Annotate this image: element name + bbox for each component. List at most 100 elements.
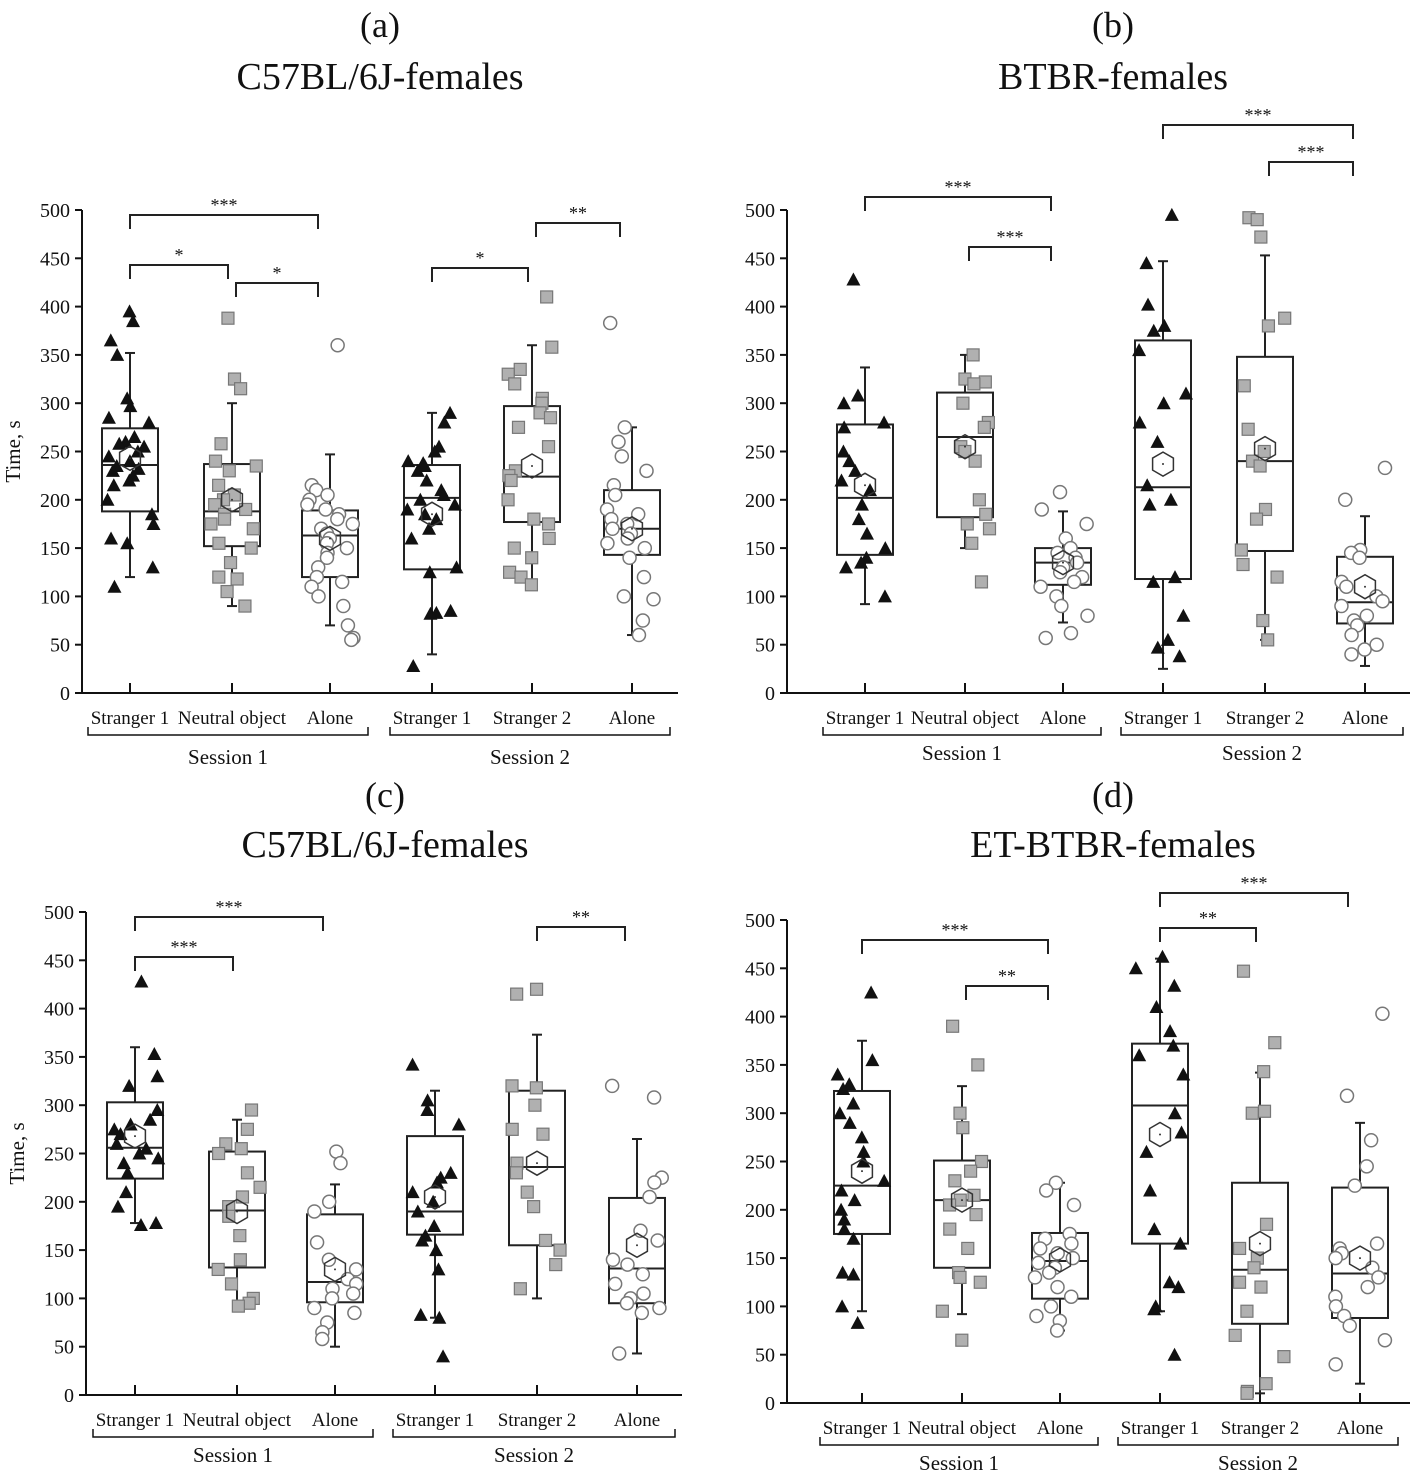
significance-label: * [175, 245, 184, 265]
session-bracket [1117, 1437, 1399, 1446]
data-point-square [960, 517, 974, 531]
data-point-triangle [836, 1082, 851, 1096]
x-category-label: Alone [1037, 1418, 1083, 1439]
mean-hexagon [225, 1198, 249, 1225]
data-point-circle [1352, 550, 1367, 566]
y-tick-label: 200 [745, 490, 775, 512]
y-tick-label: 400 [40, 297, 70, 319]
data-point-square [233, 1229, 247, 1243]
data-point-triangle [122, 473, 137, 487]
iqr-box [406, 1135, 464, 1236]
data-point-triangle [107, 1122, 122, 1136]
data-point-triangle [410, 1204, 425, 1218]
x-category-label: Stranger 2 [1226, 708, 1305, 729]
mean-hexagon [318, 525, 342, 552]
data-point-triangle [878, 541, 893, 555]
data-point-circle [1063, 625, 1079, 641]
data-point-square [974, 1154, 989, 1169]
mean-dot [329, 537, 331, 540]
x-category-label: Alone [1342, 708, 1388, 729]
box-alone: Alone [1027, 1175, 1089, 1439]
data-point-square [948, 1174, 962, 1188]
data-point-square [208, 454, 223, 468]
data-point-circle [1048, 1175, 1064, 1191]
data-point-circle [605, 1252, 621, 1268]
data-point-triangle [1166, 1038, 1181, 1052]
x-category-label: Stranger 1 [823, 1418, 902, 1439]
chart-title: BTBR-females [998, 56, 1228, 98]
significance-bracket [431, 267, 529, 282]
mean-hexagon [220, 486, 244, 513]
data-point-circle [1034, 502, 1050, 517]
data-point-triangle [404, 531, 419, 545]
data-point-triangle [1155, 949, 1170, 963]
y-tick-label: 50 [755, 635, 775, 657]
data-point-triangle [119, 1185, 134, 1199]
data-point-square [211, 1262, 225, 1277]
x-category-label: Alone [609, 708, 655, 729]
data-point-triangle [1139, 256, 1154, 270]
mean-hexagon [1253, 435, 1277, 462]
x-category-label: Alone [614, 1410, 660, 1431]
data-point-triangle [1176, 1067, 1191, 1081]
data-point-circle [1344, 627, 1359, 643]
y-tick-label: 300 [745, 1103, 775, 1125]
data-point-circle [1063, 1289, 1079, 1304]
box-stranger-2: Stranger 2 [493, 290, 571, 729]
significance-bracket [1159, 927, 1257, 942]
data-point-square [955, 1333, 969, 1347]
x-category-label: Stranger 1 [91, 708, 170, 729]
iqr-box [101, 427, 159, 513]
data-point-triangle [413, 492, 428, 506]
data-point-square [538, 1233, 553, 1248]
data-point-circle [345, 516, 361, 532]
data-point-triangle [127, 430, 142, 444]
data-point-triangle [150, 1103, 165, 1117]
data-point-triangle [112, 436, 127, 450]
mean-dot [1059, 1259, 1061, 1262]
box-stranger-1: Stranger 1 [823, 985, 902, 1439]
data-point-circle [630, 507, 646, 522]
data-point-triangle [426, 1194, 441, 1208]
significance-label: * [273, 263, 282, 283]
significance-label: ** [572, 907, 590, 927]
data-point-triangle [1142, 497, 1157, 511]
y-tick-label: 250 [40, 442, 70, 464]
data-point-triangle [1163, 492, 1178, 506]
data-point-triangle [1156, 396, 1171, 410]
mean-dot [1259, 1242, 1261, 1245]
data-point-circle [1066, 1197, 1082, 1213]
data-point-triangle [859, 526, 874, 540]
y-tick-label: 50 [50, 635, 70, 657]
x-category-label: Stranger 1 [396, 1410, 475, 1431]
data-point-square [527, 512, 541, 526]
significance-bracket [536, 926, 626, 941]
mean-hexagon [423, 1184, 447, 1210]
y-tick-label: 300 [44, 1095, 74, 1117]
data-point-circle [344, 632, 359, 648]
data-point-triangle [1150, 434, 1165, 448]
data-point-square [214, 437, 228, 451]
data-point-triangle [1167, 1106, 1182, 1120]
data-point-square [963, 1164, 978, 1178]
data-point-circle [1038, 630, 1053, 646]
data-point-triangle [420, 1103, 435, 1117]
data-point-triangle [151, 1151, 166, 1165]
data-point-triangle [134, 974, 149, 988]
data-point-square [505, 1079, 519, 1093]
panel-label: (a) [360, 5, 400, 45]
data-point-circle [1049, 1323, 1065, 1338]
data-point-circle [1064, 1236, 1079, 1251]
data-point-square [1253, 459, 1267, 473]
mean-hexagon [123, 1123, 147, 1149]
mean-dot [864, 484, 866, 487]
iqr-box [1131, 1042, 1189, 1245]
data-point-circle [1369, 637, 1384, 652]
data-point-square [965, 536, 979, 550]
significance-bracket [1159, 892, 1349, 907]
data-point-square [1258, 502, 1273, 517]
y-tick-label: 450 [40, 248, 70, 270]
data-point-triangle [1167, 1347, 1182, 1361]
data-point-circle [622, 550, 637, 566]
data-point-circle [345, 1286, 361, 1301]
